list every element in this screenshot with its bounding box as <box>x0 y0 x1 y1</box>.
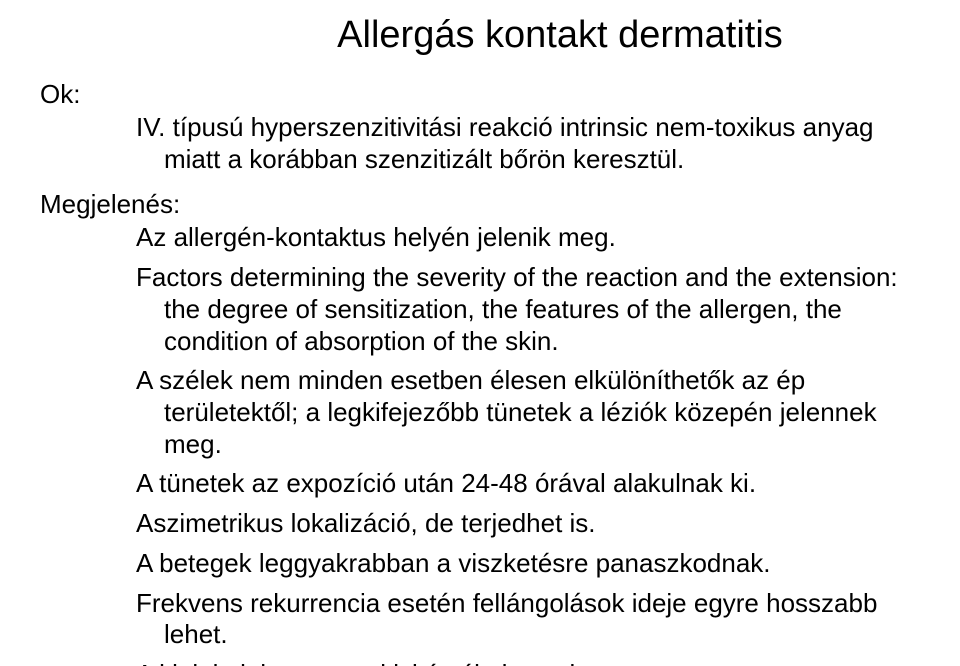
entry-cause: IV. típusú hyperszenzitivitási reakció i… <box>136 112 920 175</box>
entry-asymmetric: Aszimetrikus lokalizáció, de terjedhet i… <box>136 508 920 540</box>
entry-lifelong: A kialakult hypersensitivitás élethosszi… <box>136 659 920 666</box>
slide-title: Allergás kontakt dermatitis <box>200 14 920 57</box>
slide-container: Allergás kontakt dermatitis Ok: IV. típu… <box>0 0 960 666</box>
entry-timing: A tünetek az expozíció után 24-48 órával… <box>136 468 920 500</box>
section-ok: Ok: <box>40 79 920 110</box>
entry-itching: A betegek leggyakrabban a viszketésre pa… <box>136 548 920 580</box>
section-megjelenes: Megjelenés: <box>40 189 920 220</box>
entry-edges: A szélek nem minden esetben élesen elkül… <box>136 365 920 460</box>
entry-location: Az allergén-kontaktus helyén jelenik meg… <box>136 222 920 254</box>
entry-recurrence: Frekvens rekurrencia esetén fellángoláso… <box>136 588 920 651</box>
entry-factors: Factors determining the severity of the … <box>136 262 920 357</box>
